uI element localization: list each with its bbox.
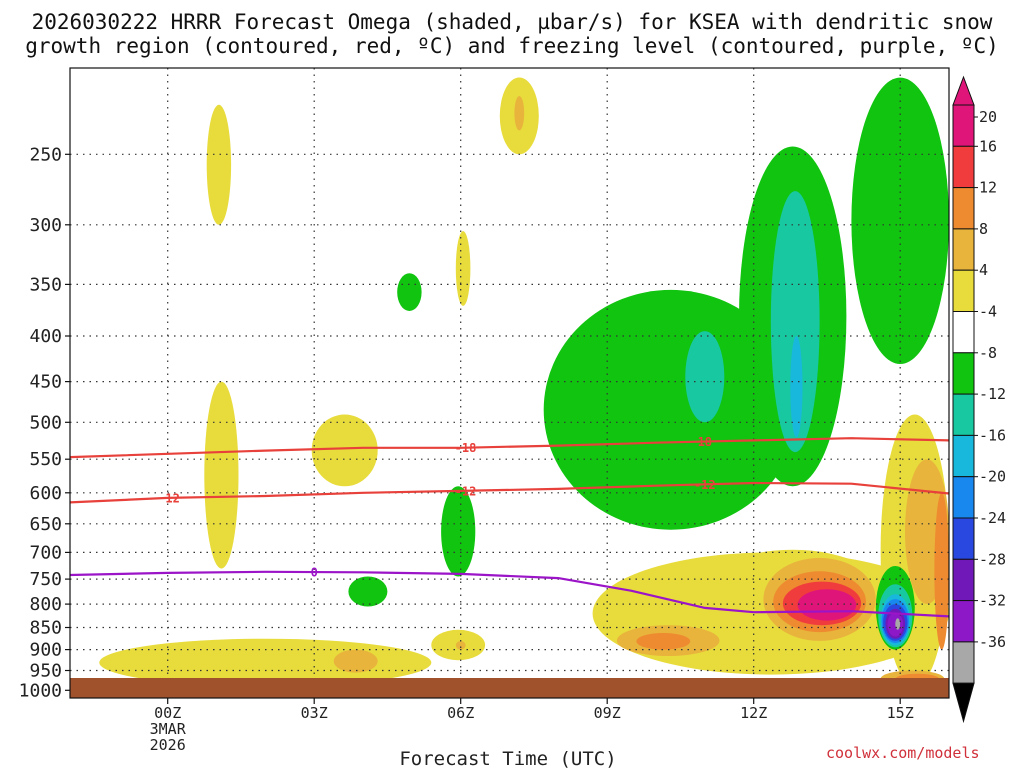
omega-region-5 [455,231,471,306]
colorbar-swatch-6 [952,352,975,395]
omega-region-31 [790,336,803,438]
omega-region-28 [851,77,949,364]
omega-region-30 [770,191,820,453]
y-tick-label: 700 [29,542,62,563]
colorbar-swatch-10 [952,517,975,560]
y-tick-label: 300 [29,215,62,236]
y-tick-label: 550 [29,449,62,470]
colorbar-swatch-9 [952,476,975,519]
omega-region-24 [441,486,476,577]
colorbar-swatch-12 [952,600,975,643]
omega-region-3 [204,381,239,569]
y-tick-label: 900 [29,640,62,661]
chart-title-line-2: growth region (contoured, red, ºC) and f… [25,34,999,58]
omega-region-19 [797,589,857,621]
contour-label-0-0: -18 [455,441,477,455]
omega-region-39 [895,618,901,630]
chart-title-line-1: 2026030222 HRRR Forecast Omega (shaded, … [31,10,993,34]
colorbar-swatch-13 [952,641,975,684]
x-tick-label: 3MAR [150,720,187,738]
contour-label-1-2: -12 [694,478,716,492]
omega-region-4 [311,414,378,487]
colorbar: 20 16 12 8 4 -4 -8 -12 -16 -20 -24 -28 -32 -36 [952,75,1006,724]
y-tick-label: 1000 [19,680,62,701]
source-credit: coolwx.com/models [826,744,980,762]
contour-line-0 [70,437,949,459]
colorbar-label: 8 [979,220,988,238]
colorbar-label: -12 [979,385,1006,403]
omega-region-2 [514,96,525,131]
plot-frame [69,67,950,699]
ground-surface [70,678,949,698]
colorbar-top-arrow [952,75,975,106]
x-tick-label: 00Z [154,704,181,722]
x-tick-label: 12Z [740,704,767,722]
y-tick-label: 950 [29,661,62,682]
y-tick-label: 650 [29,514,62,535]
colorbar-label: 16 [979,137,997,155]
colorbar-label: 20 [979,108,997,126]
contour-label-0-1: 18 [698,435,712,449]
contour-label-2-0: 0 [311,566,318,580]
omega-region-0 [206,104,232,225]
colorbar-label: -36 [979,633,1006,651]
omega-region-7 [333,649,378,673]
colorbar-swatch-4 [952,269,975,313]
colorbar-swatch-1 [952,145,975,189]
colorbar-bottom-arrow [952,682,975,724]
omega-region-15 [636,633,691,650]
colorbar-label: -24 [979,509,1006,527]
y-tick-label: 250 [29,144,62,165]
colorbar-swatch-7 [952,393,975,436]
omega-region-21 [895,673,939,678]
y-tick-label: 350 [29,274,62,295]
x-tick-label: 09Z [594,704,621,722]
colorbar-label: -20 [979,468,1006,486]
x-axis-label: Forecast Time (UTC) [399,748,616,768]
omega-region-22 [934,492,949,650]
colorbar-swatch-5 [952,311,975,354]
colorbar-swatch-3 [952,228,975,271]
colorbar-swatch-2 [952,187,975,230]
y-tick-label: 800 [29,594,62,615]
y-tick-label: 750 [29,569,62,590]
contour-line-1 [70,481,949,504]
colorbar-swatch-8 [952,434,975,478]
contour-line-2 [70,570,949,618]
omega-region-29 [685,331,725,423]
contour-label-1-1: -12 [455,484,477,498]
colorbar-swatch-11 [952,558,975,602]
colorbar-label: -32 [979,592,1006,610]
y-tick-label: 500 [29,412,62,433]
x-tick-label: 03Z [301,704,328,722]
omega-region-26 [543,289,798,530]
omega-region-23 [397,273,422,311]
temperature-contours: -18 18 12 -12 -12 0 [70,435,949,618]
colorbar-label: -8 [979,344,997,362]
omega-region-25 [348,576,388,607]
contour-label-1-0: 12 [165,491,179,505]
y-tick-label: 850 [29,618,62,639]
colorbar-swatch-0 [952,104,975,147]
y-tick-label: 450 [29,372,62,393]
colorbar-label: -16 [979,426,1006,444]
y-tick-label: 400 [29,326,62,347]
gridlines [70,68,949,678]
colorbar-label: -4 [979,303,997,321]
colorbar-label: -28 [979,550,1006,568]
y-axis: 2503003504004505005506006507007508008509… [19,144,70,701]
omega-shading [99,77,949,678]
x-tick-label: 15Z [887,704,914,722]
x-tick-label: 2026 [150,736,186,754]
x-tick-label: 06Z [447,704,474,722]
omega-region-9 [455,641,466,650]
colorbar-label: 12 [979,179,997,197]
colorbar-label: 4 [979,261,988,279]
y-tick-label: 600 [29,483,62,504]
omega-region-38 [887,612,904,637]
